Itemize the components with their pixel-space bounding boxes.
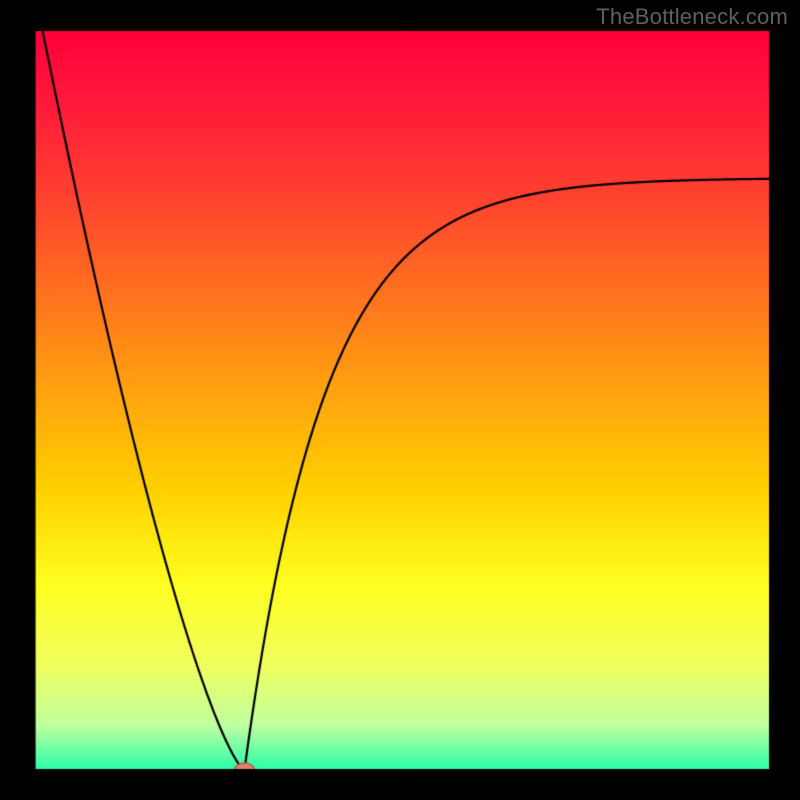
bottleneck-chart (0, 0, 800, 800)
watermark-text: TheBottleneck.com (596, 4, 788, 30)
chart-container: { "watermark": "TheBottleneck.com", "cha… (0, 0, 800, 800)
